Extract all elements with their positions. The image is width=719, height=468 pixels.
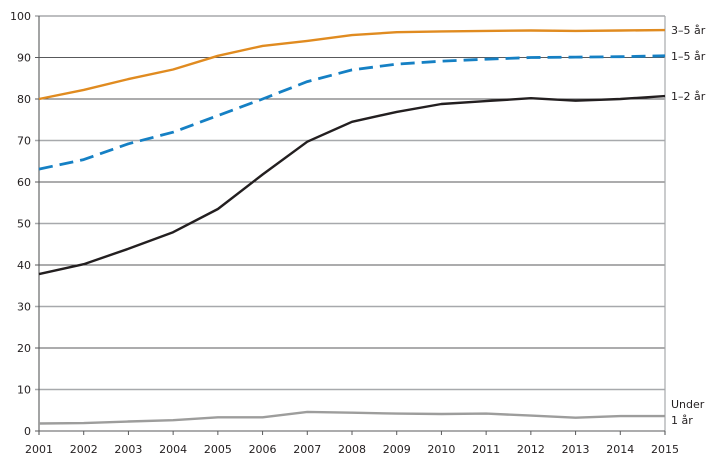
series-line-3	[38, 410, 665, 425]
y-tick-label: 90	[17, 52, 31, 65]
y-tick-label: 50	[17, 218, 31, 231]
x-tick-label: 2014	[606, 443, 634, 456]
y-tick-label: 80	[17, 93, 31, 106]
x-tick-label: 2005	[204, 443, 232, 456]
series-lines	[38, 28, 666, 425]
x-tick-label: 2003	[114, 443, 142, 456]
series-label: Under	[671, 398, 705, 411]
x-tick-label: 2008	[338, 443, 366, 456]
y-tick-label: 20	[17, 342, 31, 355]
y-tick-labels: 0 10 20 30 40 50 60 70 80 90 100	[10, 10, 31, 438]
x-tick-label: 2006	[249, 443, 277, 456]
x-tick-label: 2013	[562, 443, 590, 456]
x-tick-label: 2015	[651, 443, 679, 456]
x-tick-label: 2011	[472, 443, 500, 456]
y-tick-label: 70	[17, 135, 31, 148]
series-label: 1–2 år	[671, 90, 706, 103]
axes	[35, 16, 666, 435]
series-label: 1 år	[671, 414, 693, 427]
x-tick-label: 2004	[159, 443, 187, 456]
series-label: 3–5 år	[671, 24, 706, 37]
y-tick-label: 0	[24, 425, 31, 438]
y-tick-label: 60	[17, 176, 31, 189]
y-tick-label: 100	[10, 10, 31, 23]
x-tick-label: 2009	[383, 443, 411, 456]
x-tick-label: 2002	[70, 443, 98, 456]
y-tick-label: 30	[17, 301, 31, 314]
series-label: 1–5 år	[671, 50, 706, 63]
series-line-1	[38, 54, 666, 171]
gridlines	[35, 15, 665, 391]
y-tick-label: 10	[17, 384, 31, 397]
series-line-2	[38, 94, 666, 276]
x-tick-labels: 2001 2002 2003 2004 2005 2006 2007 2008 2009 2010…	[25, 443, 679, 456]
y-tick-label: 40	[17, 259, 31, 272]
x-tick-label: 2010	[427, 443, 455, 456]
x-tick-label: 2012	[517, 443, 545, 456]
x-tick-label: 2001	[25, 443, 53, 456]
series-line-0	[38, 28, 666, 101]
x-tick-label: 2007	[293, 443, 321, 456]
series-labels: 3–5 år 1–5 år 1–2 år Under 1 år	[671, 24, 706, 427]
